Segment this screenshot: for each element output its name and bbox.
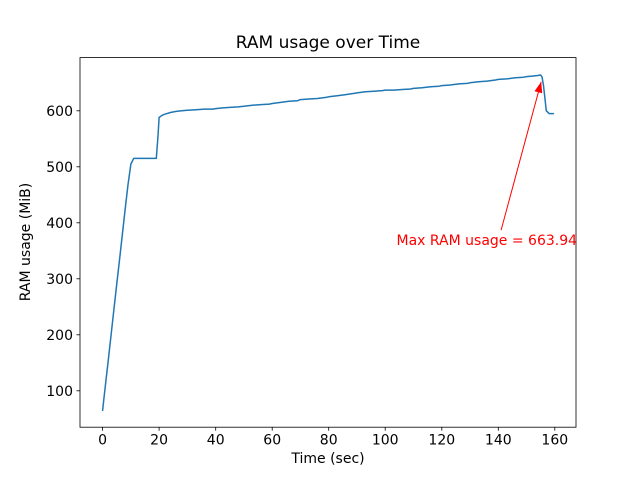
y-tick-label: 400 bbox=[46, 216, 73, 232]
x-tick-label: 20 bbox=[150, 433, 168, 449]
x-axis-label: Time (sec) bbox=[291, 451, 365, 467]
y-tick-label: 100 bbox=[46, 384, 73, 400]
x-tick-label: 80 bbox=[320, 433, 338, 449]
annotation-arrowhead bbox=[534, 81, 543, 94]
y-tick-label: 600 bbox=[46, 104, 73, 120]
axes-frame bbox=[79, 57, 577, 428]
annotation-arrow bbox=[500, 81, 542, 231]
x-tick-label: 40 bbox=[207, 433, 225, 449]
annotation-text: Max RAM usage = 663.94 bbox=[397, 233, 578, 249]
x-tick-label: 120 bbox=[428, 433, 455, 449]
x-tick-label: 0 bbox=[98, 433, 107, 449]
x-tick-label: 160 bbox=[541, 433, 568, 449]
y-tick-label: 500 bbox=[46, 160, 73, 176]
chart-title: RAM usage over Time bbox=[235, 33, 421, 53]
y-tick-label: 300 bbox=[46, 272, 73, 288]
y-tick-label: 200 bbox=[46, 328, 73, 344]
ram-usage-line bbox=[101, 74, 555, 412]
x-tick-label: 60 bbox=[263, 433, 281, 449]
x-tick-label: 100 bbox=[372, 433, 399, 449]
x-tick-label: 140 bbox=[485, 433, 512, 449]
